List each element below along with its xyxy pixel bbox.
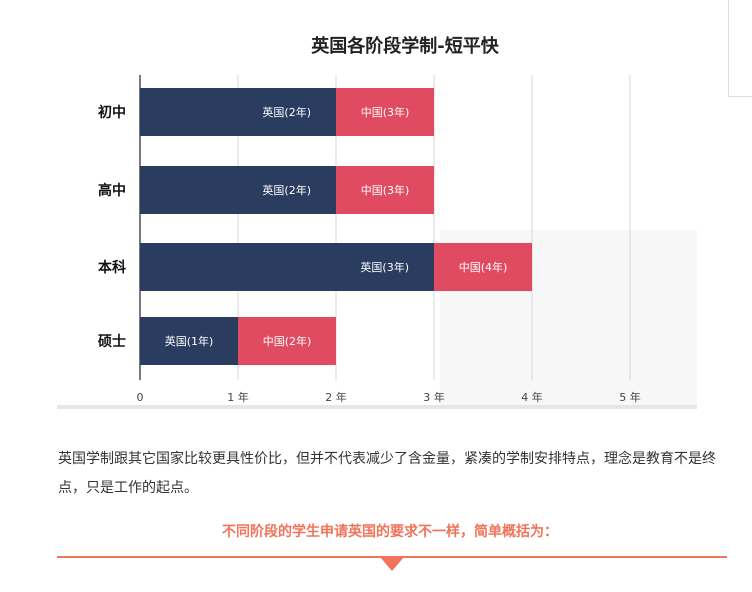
category-label: 本科 (98, 259, 126, 276)
bar-segment-label: 中国(4年) (459, 260, 508, 274)
bar-segment-label: 中国(3年) (361, 105, 410, 119)
bar-segment-china (434, 243, 532, 291)
section-subheading: 不同阶段的学生申请英国的要求不一样，简单概括为： (222, 524, 558, 540)
chart-bottom-rule (57, 405, 697, 409)
category-label: 高中 (98, 182, 126, 199)
bar-segment-label: 英国(1年) (165, 334, 214, 348)
bar-segment-china (336, 166, 434, 214)
bar-segment-label: 英国(2年) (262, 105, 311, 119)
bar-segment-label: 中国(2年) (263, 334, 312, 348)
bar-segment-uk (140, 317, 238, 365)
x-tick-label: 0 (137, 391, 144, 404)
bar-segment-label: 英国(2年) (262, 183, 311, 197)
article-paragraph: 英国学制跟其它国家比较更具性价比，但并不代表减少了含金量，紧凑的学制安排特点，理… (58, 451, 716, 496)
x-tick-label: 3 年 (423, 390, 445, 404)
bar-segment-uk (140, 166, 336, 214)
down-arrow-icon (380, 557, 404, 571)
x-tick-label: 1 年 (227, 390, 249, 404)
side-panel-edge (728, 0, 752, 97)
bar-segment-china (336, 88, 434, 136)
bar-segment-uk (140, 243, 434, 291)
category-label: 硕士 (98, 333, 126, 350)
bar-segment-label: 中国(3年) (361, 183, 410, 197)
bar-segment-china (238, 317, 336, 365)
bars: 英国(2年) 中国(3年) 英国(2年) 中国(3年) 英国(3年) 中国(4年) 英国(1… (140, 88, 532, 365)
bar-segment-uk (140, 88, 336, 136)
x-tick-label: 5 年 (619, 390, 641, 404)
chart-title: 英国各阶段学制-短平快 (310, 35, 499, 57)
category-label: 初中 (98, 104, 126, 121)
x-tick-label: 4 年 (521, 390, 543, 404)
x-tick-label: 2 年 (325, 390, 347, 404)
bar-segment-label: 英国(3年) (360, 260, 409, 274)
bar-chart: 英国各阶段学制-短平快 英国(2年) 中国(3年) 英国(2年) 中国(3年) 英国(3… (98, 35, 641, 404)
x-axis-ticks: 0 1 年 2 年 3 年 4 年 5 年 (137, 390, 641, 404)
